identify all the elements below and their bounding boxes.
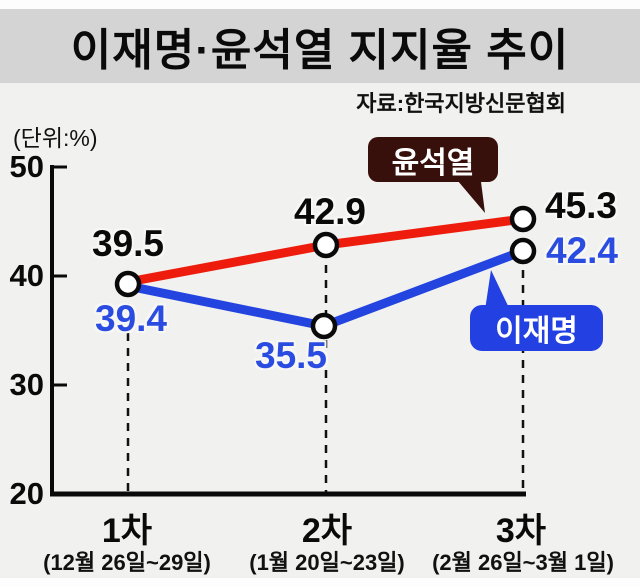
page-title: 이재명·윤석열 지지율 추이 bbox=[70, 26, 570, 75]
y-label-50: 50 bbox=[9, 149, 44, 184]
lee-value-2: 35.5 bbox=[254, 335, 328, 376]
y-label-20: 20 bbox=[9, 476, 44, 511]
lee-value-3: 42.4 bbox=[545, 230, 619, 271]
marker-yoon-round2 bbox=[312, 231, 340, 259]
marker-round1 bbox=[114, 270, 142, 298]
marker-lee-round2 bbox=[310, 312, 338, 340]
y-label-30: 30 bbox=[9, 367, 44, 402]
yoon-callout-tail bbox=[452, 174, 485, 213]
yoon-legend-label: 윤석열 bbox=[391, 146, 475, 180]
x-date-round2: (1월 20일~23일) bbox=[249, 550, 405, 575]
lee-legend-label: 이재명 bbox=[495, 315, 578, 348]
top-margin-strip bbox=[0, 0, 640, 9]
x-label-round3: 3차 bbox=[495, 512, 547, 550]
source-credit: 자료:한국지방신문협회 bbox=[356, 91, 566, 116]
yoon-legend-callout: 윤석열 bbox=[368, 137, 498, 182]
yoon-value-2: 42.9 bbox=[293, 191, 367, 232]
x-label-round2: 2차 bbox=[301, 512, 353, 550]
title-banner: 이재명·윤석열 지지율 추이 bbox=[0, 9, 640, 83]
lee-callout-tail bbox=[485, 270, 510, 310]
bottom-margin-strip bbox=[0, 578, 640, 586]
yoon-value-1: 39.5 bbox=[91, 223, 165, 264]
marker-lee-round3 bbox=[509, 237, 537, 265]
yoon-value-3: 45.3 bbox=[544, 185, 618, 226]
x-label-round1: 1차 bbox=[101, 512, 153, 550]
y-label-40: 40 bbox=[9, 258, 44, 293]
unit-label: (단위:%) bbox=[13, 125, 98, 151]
marker-yoon-round3 bbox=[509, 205, 537, 233]
x-date-round3: (2월 26일~3월 1일) bbox=[432, 550, 614, 575]
x-date-round1: (12월 26일~29일) bbox=[43, 550, 211, 575]
lee-legend-callout: 이재명 bbox=[470, 305, 603, 351]
lee-value-1: 39.4 bbox=[94, 298, 168, 339]
